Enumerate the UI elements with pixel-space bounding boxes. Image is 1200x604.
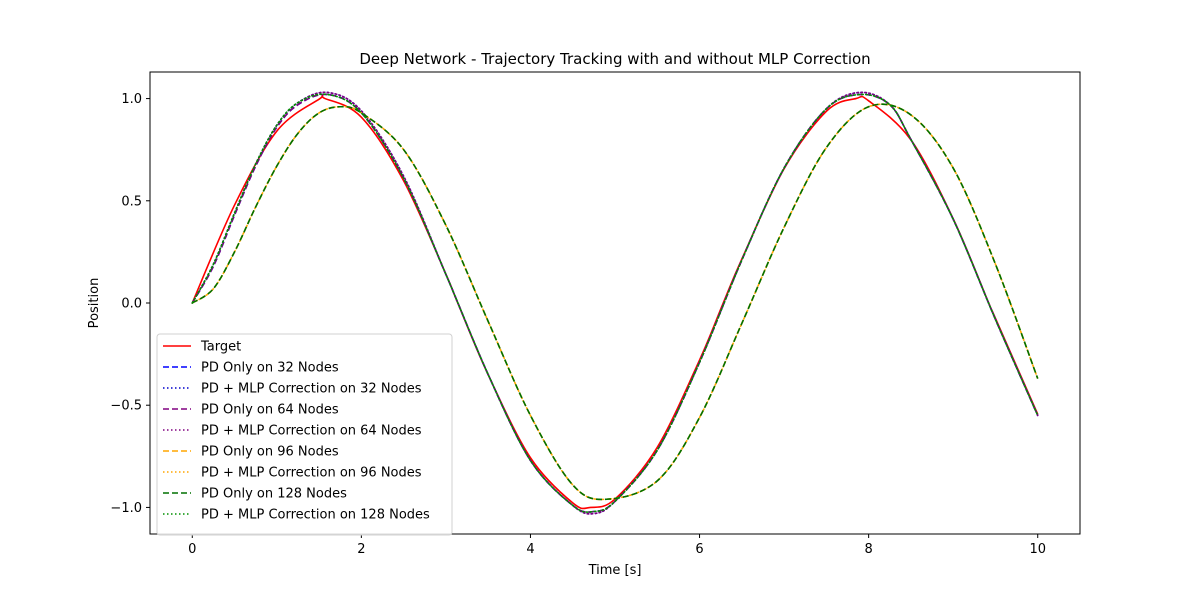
legend-label-1: Target [200,340,241,355]
series-line-8 [191,103,1039,501]
legend-label-4: PD Only on 64 Nodes [201,403,339,418]
x-tick-label: 2 [357,542,365,557]
axis-ticks: 0 2 4 6 8 10 −1.0 −0.5 0.0 0.5 1.0 [110,92,1046,557]
legend-label-7: PD + MLP Correction on 96 Nodes [201,466,422,481]
x-axis-label: Time [s] [588,563,642,578]
x-tick-label: 6 [695,542,703,557]
y-tick-label: −0.5 [110,399,142,414]
legend-label-3: PD + MLP Correction on 32 Nodes [201,382,422,397]
y-axis-label: Position [87,278,102,329]
y-tick-label: −1.0 [110,501,142,516]
legend-label-9: PD + MLP Correction on 128 Nodes [201,508,430,523]
x-tick-label: 10 [1029,542,1046,557]
legend-box [156,333,453,536]
legend: Target PD Only on 32 Nodes PD + MLP Correc… [156,333,453,536]
y-tick-label: 0.0 [121,297,142,312]
legend-label-8: PD Only on 128 Nodes [201,487,347,502]
chart-title: Deep Network - Trajectory Tracking with … [359,50,870,68]
legend-label-6: PD Only on 96 Nodes [201,445,339,460]
legend-label-2: PD Only on 32 Nodes [201,361,339,376]
x-tick-label: 0 [188,542,196,557]
y-tick-label: 0.5 [121,194,142,209]
legend-label-5: PD + MLP Correction on 64 Nodes [201,424,422,439]
series-line-9 [191,93,1039,513]
x-tick-label: 8 [864,542,872,557]
x-tick-label: 4 [526,542,534,557]
y-tick-label: 1.0 [121,92,142,107]
